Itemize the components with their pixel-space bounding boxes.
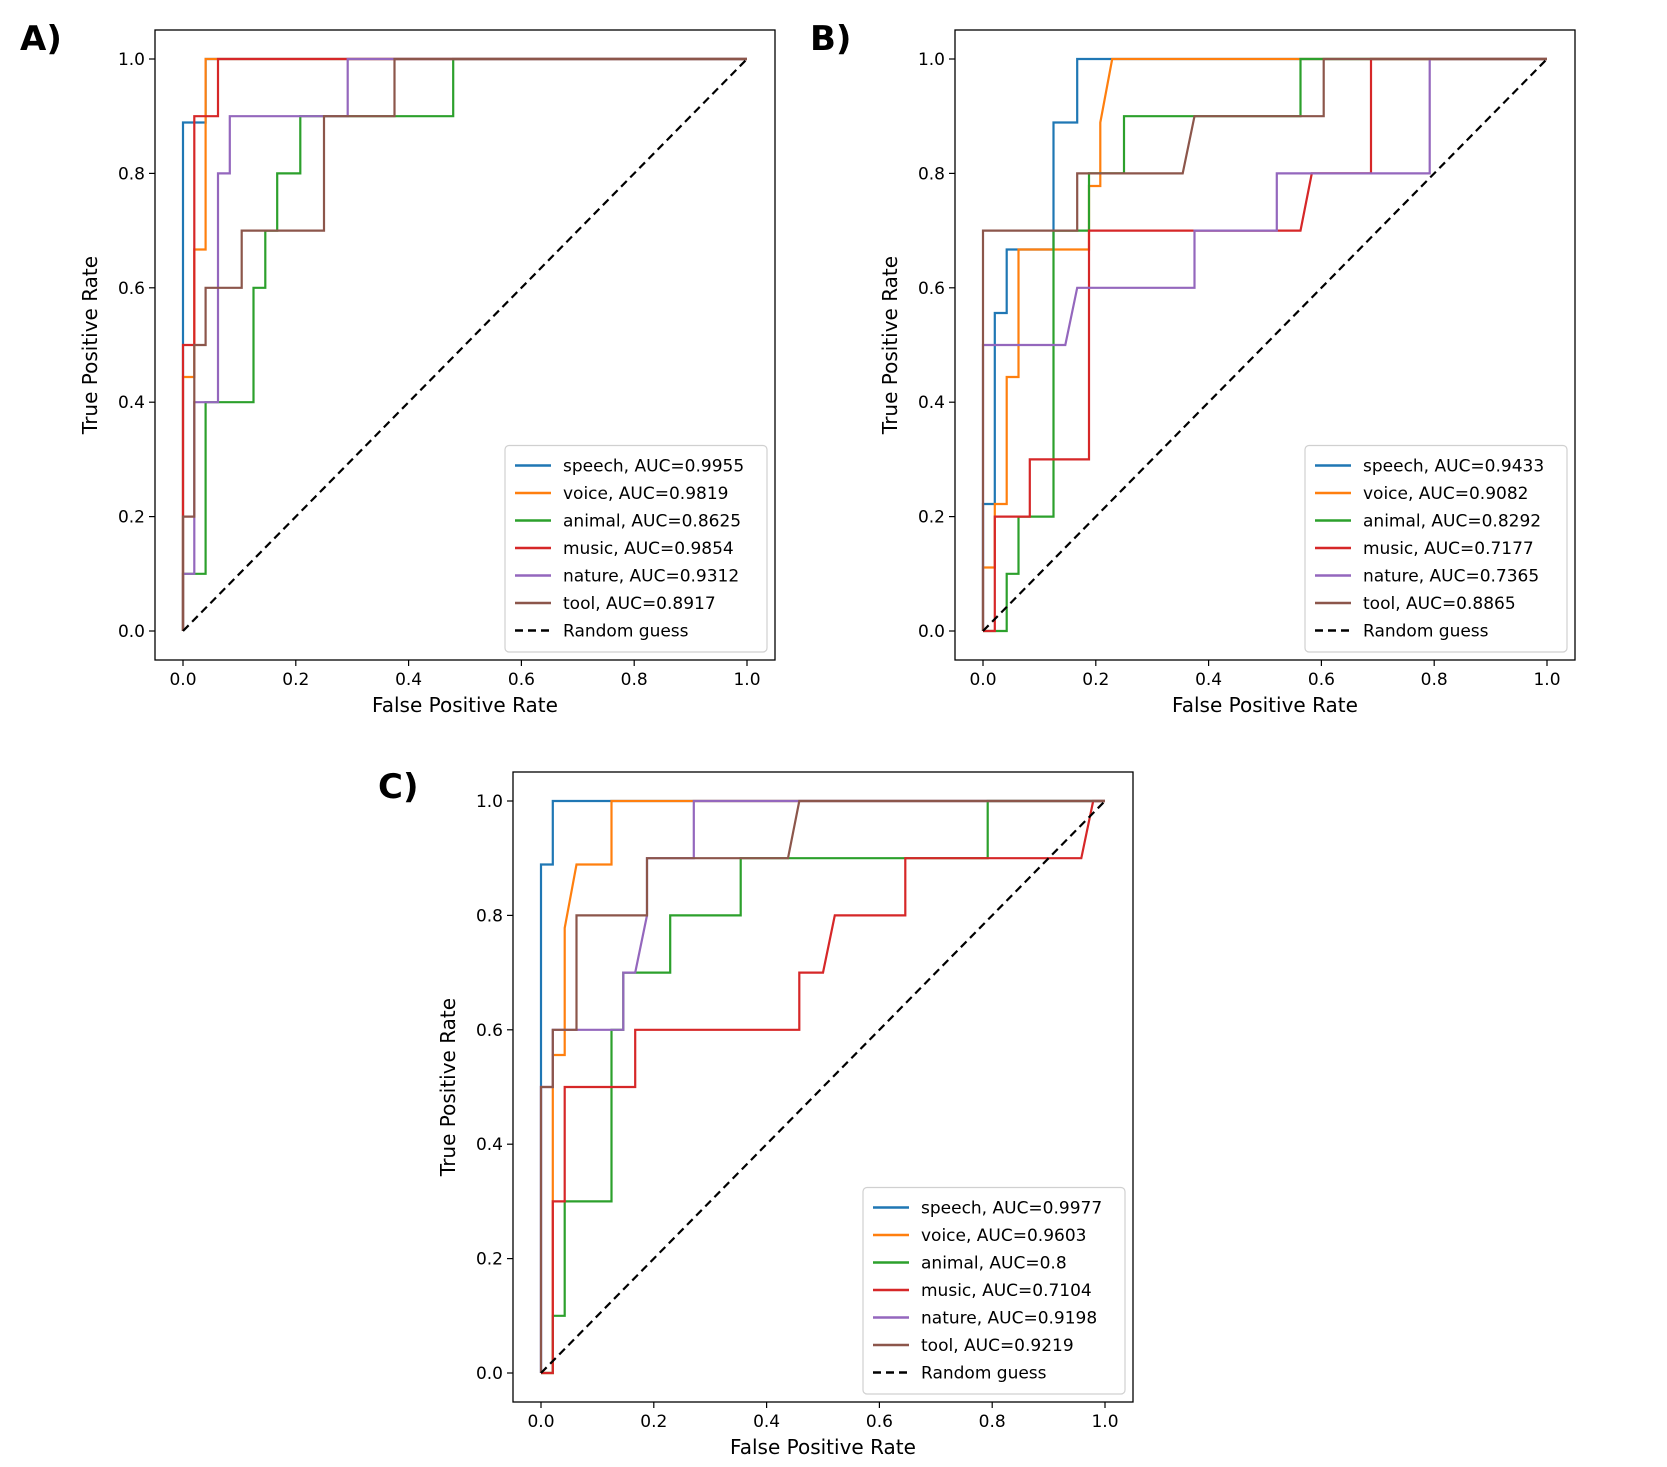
y-tick-label: 0.2	[918, 508, 945, 528]
x-tick-label: 0.0	[969, 670, 996, 690]
legend-entry-random: Random guess	[921, 1364, 1047, 1384]
legend-entry-nature: nature, AUC=0.9312	[563, 567, 739, 587]
roc-panel-0: A) 0.0 0.2 0.4 0.6 0.8 1.0 0.0 0.2 0.4 0.6 0.8 1.0 Fa…	[20, 19, 776, 717]
y-tick-label: 1.0	[476, 792, 503, 812]
panel-label: B)	[810, 19, 851, 59]
x-tick-label: 0.6	[1308, 670, 1335, 690]
legend-entry-voice: voice, AUC=0.9082	[1363, 484, 1528, 504]
series-line-music	[181, 57, 747, 631]
legend-entry-random: Random guess	[1363, 622, 1489, 642]
series-line-tool	[981, 57, 1547, 631]
y-tick-label: 0.4	[918, 393, 945, 413]
x-tick-label: 0.6	[508, 670, 535, 690]
legend-entry-speech: speech, AUC=0.9977	[921, 1199, 1102, 1219]
y-tick-label: 0.2	[118, 508, 145, 528]
legend-box	[504, 444, 768, 653]
y-tick-label: 0.2	[476, 1250, 503, 1270]
legend: speech, AUC=0.9955 voice, AUC=0.9819 anima…	[504, 444, 768, 653]
axes-frame	[954, 29, 1576, 661]
y-tick-label: 0.4	[118, 393, 145, 413]
y-tick-label: 0.8	[918, 164, 945, 184]
x-axis-label: False Positive Rate	[1172, 693, 1358, 717]
x-tick-label: 0.0	[169, 670, 196, 690]
x-tick-label: 0.2	[640, 1412, 667, 1432]
x-tick-label: 0.8	[621, 670, 648, 690]
y-tick-label: 0.0	[118, 622, 145, 642]
y-tick-label: 1.0	[918, 50, 945, 70]
y-tick-label: 0.8	[476, 906, 503, 926]
y-tick-label: 1.0	[118, 50, 145, 70]
legend-entry-nature: nature, AUC=0.9198	[921, 1309, 1097, 1329]
series-line-speech	[981, 57, 1547, 631]
x-tick-label: 0.4	[753, 1412, 780, 1432]
y-tick-label: 0.0	[476, 1364, 503, 1384]
x-tick-label: 0.4	[395, 670, 422, 690]
series-line-tool	[181, 57, 747, 631]
legend-entry-voice: voice, AUC=0.9603	[921, 1226, 1086, 1246]
panel-label: C)	[378, 767, 419, 807]
legend-entry-voice: voice, AUC=0.9819	[563, 484, 728, 504]
legend-entry-animal: animal, AUC=0.8292	[1363, 512, 1541, 532]
legend-entry-music: music, AUC=0.7104	[921, 1281, 1092, 1301]
axes-frame	[512, 771, 1134, 1403]
legend-box	[862, 1186, 1126, 1395]
x-axis-label: False Positive Rate	[730, 1435, 916, 1459]
x-tick-label: 1.0	[1091, 1412, 1118, 1432]
series-line-nature	[181, 57, 747, 631]
legend-box	[1304, 444, 1568, 653]
x-tick-label: 0.8	[1421, 670, 1448, 690]
legend-entry-speech: speech, AUC=0.9433	[1363, 457, 1544, 477]
legend-entry-tool: tool, AUC=0.8917	[563, 594, 716, 614]
y-tick-label: 0.4	[476, 1135, 503, 1155]
legend-entry-music: music, AUC=0.7177	[1363, 539, 1534, 559]
legend-entry-random: Random guess	[563, 622, 689, 642]
legend: speech, AUC=0.9433 voice, AUC=0.9082 anima…	[1304, 444, 1568, 653]
legend-entry-music: music, AUC=0.9854	[563, 539, 734, 559]
legend-entry-nature: nature, AUC=0.7365	[1363, 567, 1539, 587]
x-tick-label: 1.0	[733, 670, 760, 690]
y-tick-label: 0.6	[118, 279, 145, 299]
y-axis-label: True Positive Rate	[878, 256, 902, 435]
roc-panel-2: C) 0.0 0.2 0.4 0.6 0.8 1.0 0.0 0.2 0.4 0.6 0.8 1.0 Fa…	[378, 767, 1134, 1459]
series-line-random	[182, 58, 748, 632]
x-axis-label: False Positive Rate	[372, 693, 558, 717]
x-tick-label: 0.0	[527, 1412, 554, 1432]
series-line-tool	[539, 799, 1105, 1373]
legend-entry-speech: speech, AUC=0.9955	[563, 457, 744, 477]
legend-entry-tool: tool, AUC=0.9219	[921, 1336, 1074, 1356]
x-tick-label: 0.4	[1195, 670, 1222, 690]
series-line-random	[982, 58, 1548, 632]
x-tick-label: 0.6	[866, 1412, 893, 1432]
x-tick-label: 0.8	[979, 1412, 1006, 1432]
y-axis-label: True Positive Rate	[436, 998, 460, 1177]
legend: speech, AUC=0.9977 voice, AUC=0.9603 anima…	[862, 1186, 1126, 1395]
axes-frame	[154, 29, 776, 661]
series-line-music	[983, 57, 1547, 633]
x-tick-label: 0.2	[1082, 670, 1109, 690]
series-line-nature	[981, 57, 1547, 631]
y-tick-label: 0.6	[476, 1021, 503, 1041]
series-line-random	[540, 800, 1106, 1374]
y-axis-label: True Positive Rate	[78, 256, 102, 435]
panel-label: A)	[20, 19, 62, 59]
legend-entry-animal: animal, AUC=0.8	[921, 1254, 1067, 1274]
legend-entry-animal: animal, AUC=0.8625	[563, 512, 741, 532]
roc-panel-1: B) 0.0 0.2 0.4 0.6 0.8 1.0 0.0 0.2 0.4 0.6 0.8 1.0 Fa…	[810, 19, 1576, 717]
legend-entry-tool: tool, AUC=0.8865	[1363, 594, 1516, 614]
y-tick-label: 0.8	[118, 164, 145, 184]
series-line-music	[541, 799, 1105, 1375]
x-tick-label: 0.2	[282, 670, 309, 690]
y-tick-label: 0.6	[918, 279, 945, 299]
y-tick-label: 0.0	[918, 622, 945, 642]
x-tick-label: 1.0	[1533, 670, 1560, 690]
